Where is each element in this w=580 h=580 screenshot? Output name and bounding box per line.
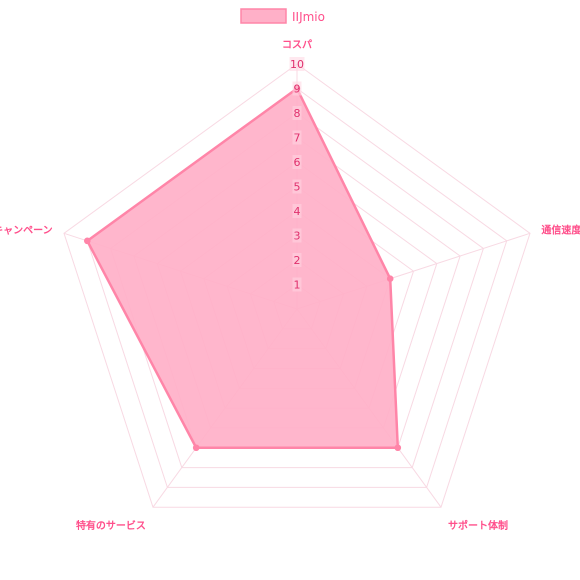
tick-backdrop-2 <box>292 253 302 267</box>
tick-backdrop-10 <box>289 57 305 71</box>
data-point-3[interactable] <box>394 444 402 452</box>
series-area-1 <box>86 87 400 449</box>
tick-label-1: 1 <box>294 279 301 292</box>
tick-backdrop-5 <box>292 179 302 194</box>
tick-label-6: 6 <box>294 156 301 169</box>
grid-ring-10 <box>63 63 531 508</box>
tick-label-2: 2 <box>294 254 301 267</box>
tick-backdrop-7 <box>292 130 302 145</box>
axis-label-1: コスパ <box>282 39 312 51</box>
axis-label-2: 通信速度 <box>541 224 580 237</box>
tick-label-5: 5 <box>294 181 301 194</box>
data-point-2[interactable] <box>386 275 394 283</box>
tick-label-3: 3 <box>294 230 301 243</box>
tick-label-7: 7 <box>294 132 301 145</box>
tick-backdrop-8 <box>292 106 302 120</box>
axis-label-4: 特有のサービス <box>76 519 146 532</box>
tick-backdrop-4 <box>292 204 302 218</box>
tick-label-10: 10 <box>290 58 304 71</box>
axis-label-5: キャンペーン <box>0 225 53 237</box>
tick-backdrop-3 <box>292 228 302 243</box>
tick-label-9: 9 <box>294 83 301 96</box>
legend[interactable]: IIJmio <box>240 8 325 24</box>
series-layer <box>83 85 402 452</box>
data-point-5[interactable] <box>83 237 91 245</box>
tick-backdrop-9 <box>292 81 302 96</box>
legend-swatch-iijmio[interactable] <box>240 8 287 24</box>
tick-backdrop-6 <box>292 155 302 169</box>
axis-label-3: サポート体制 <box>448 519 508 532</box>
tick-backdrop-1 <box>292 277 302 292</box>
tick-label-4: 4 <box>294 205 301 218</box>
legend-label-iijmio[interactable]: IIJmio <box>292 10 325 24</box>
radial-ticks: 1 2 3 4 5 6 7 8 9 10 <box>289 57 305 292</box>
tick-label-8: 8 <box>294 107 301 120</box>
data-point-4[interactable] <box>192 444 200 452</box>
